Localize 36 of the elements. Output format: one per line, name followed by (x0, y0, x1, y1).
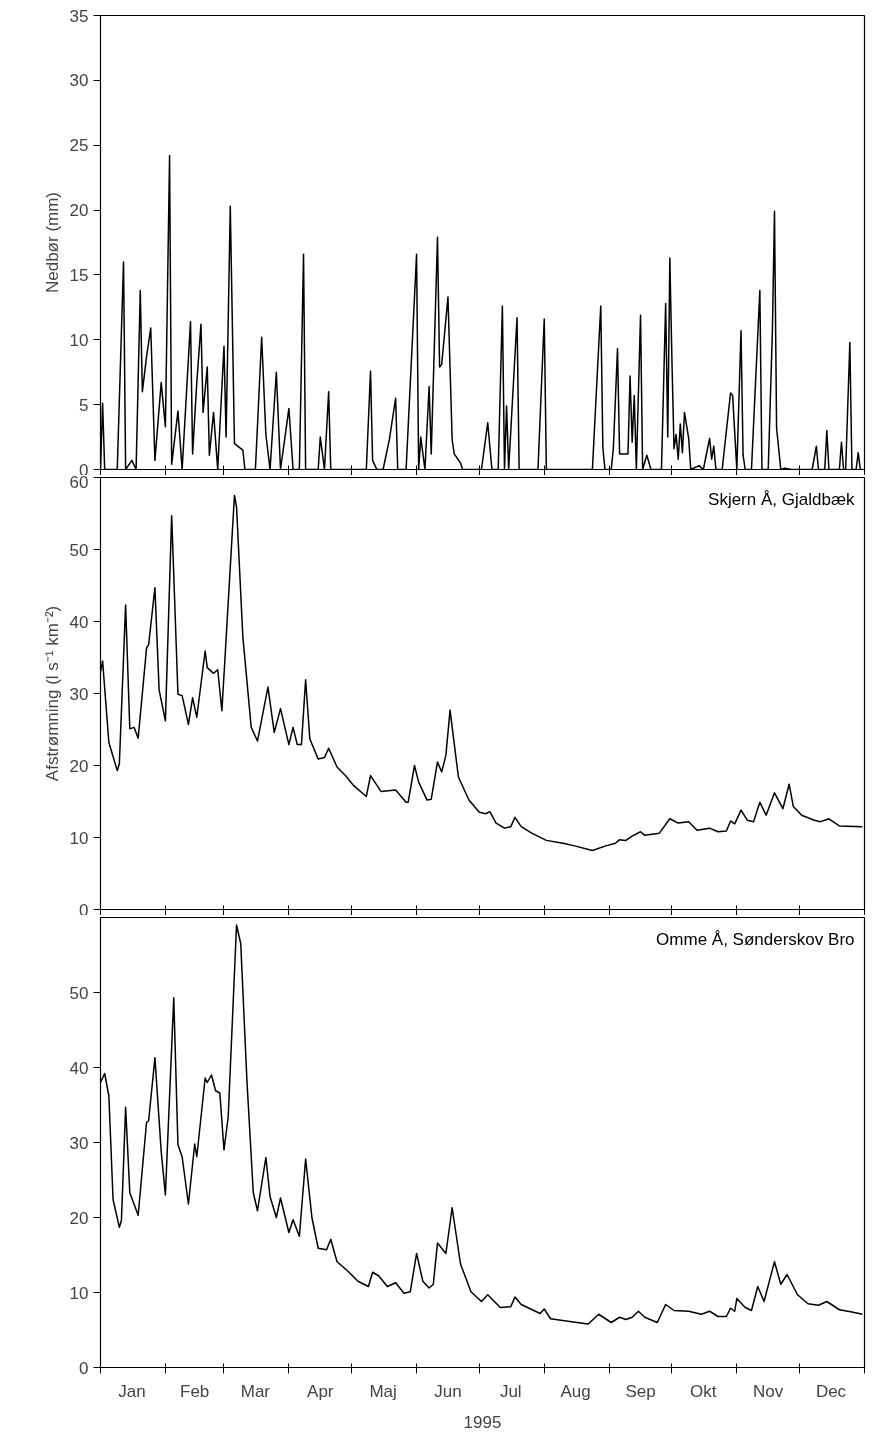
y-tick-label: 20 (69, 201, 89, 221)
x-tick-label: Jun (434, 1381, 462, 1401)
y-tick-label: 40 (69, 612, 89, 632)
y-tick-label: 10 (69, 330, 89, 350)
x-axis-title: 1995 (463, 1412, 502, 1432)
x-tick-label: Maj (369, 1381, 397, 1401)
x-tick-label: Mar (240, 1381, 271, 1401)
y-tick-label: 35 (69, 6, 89, 26)
y-tick-label: 20 (69, 1208, 89, 1228)
y-tick-label: 20 (69, 756, 89, 776)
y-tick-label: 50 (69, 540, 89, 560)
y-axis-title: Afstrømning (l s⁻¹ km⁻²) (42, 605, 62, 782)
y-tick-label: 15 (69, 265, 89, 285)
x-tick-label: Jul (499, 1381, 522, 1401)
legend-label: Skjern Å, Gjaldbæk (708, 489, 855, 509)
y-axis-title: Nedbør (mm) (42, 191, 62, 294)
y-tick-label: 30 (69, 1133, 89, 1153)
y-tick-label: 25 (69, 136, 89, 156)
x-tick-label: Feb (180, 1381, 210, 1401)
y-tick-label: 5 (79, 395, 89, 415)
legend-label: Omme Å, Sønderskov Bro (656, 929, 855, 949)
x-tick-label: Sep (625, 1381, 656, 1401)
y-tick-label: 0 (79, 900, 89, 920)
y-tick-label: 50 (69, 983, 89, 1003)
y-tick-label: 40 (69, 1058, 89, 1078)
y-tick-label: 0 (79, 1358, 89, 1378)
y-tick-label: 10 (69, 828, 89, 848)
y-tick-label: 30 (69, 71, 89, 91)
x-tick-label: Aug (560, 1381, 591, 1401)
x-tick-label: Apr (307, 1381, 334, 1401)
y-tick-label: 30 (69, 684, 89, 704)
x-tick-label: Okt (690, 1381, 717, 1401)
x-tick-label: Jan (118, 1381, 146, 1401)
y-tick-label: 10 (69, 1283, 89, 1303)
x-tick-label: Nov (753, 1381, 784, 1401)
x-tick-label: Dec (815, 1381, 847, 1401)
